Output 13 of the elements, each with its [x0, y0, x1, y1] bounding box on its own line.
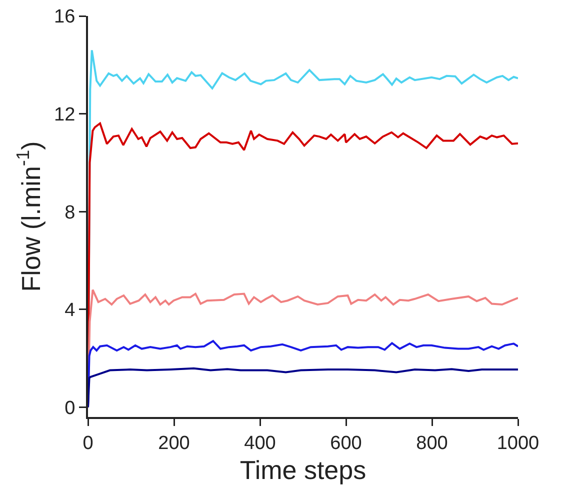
y-tick-label: 8 [64, 202, 76, 224]
line-series [88, 367, 518, 408]
y-tick-label: 16 [54, 6, 76, 28]
x-tick-label: 0 [82, 432, 94, 454]
y-tick-label: 4 [64, 300, 76, 322]
x-tick-label: 800 [416, 432, 448, 454]
x-axis-title: Time steps [240, 455, 366, 485]
x-tick-label: 600 [330, 432, 362, 454]
y-tick-label: 12 [54, 104, 76, 126]
x-tick-label: 200 [158, 432, 190, 454]
y-tick-label: 0 [64, 398, 76, 419]
x-tick-label: 400 [244, 432, 276, 454]
x-tick-label: 1000 [496, 432, 540, 454]
